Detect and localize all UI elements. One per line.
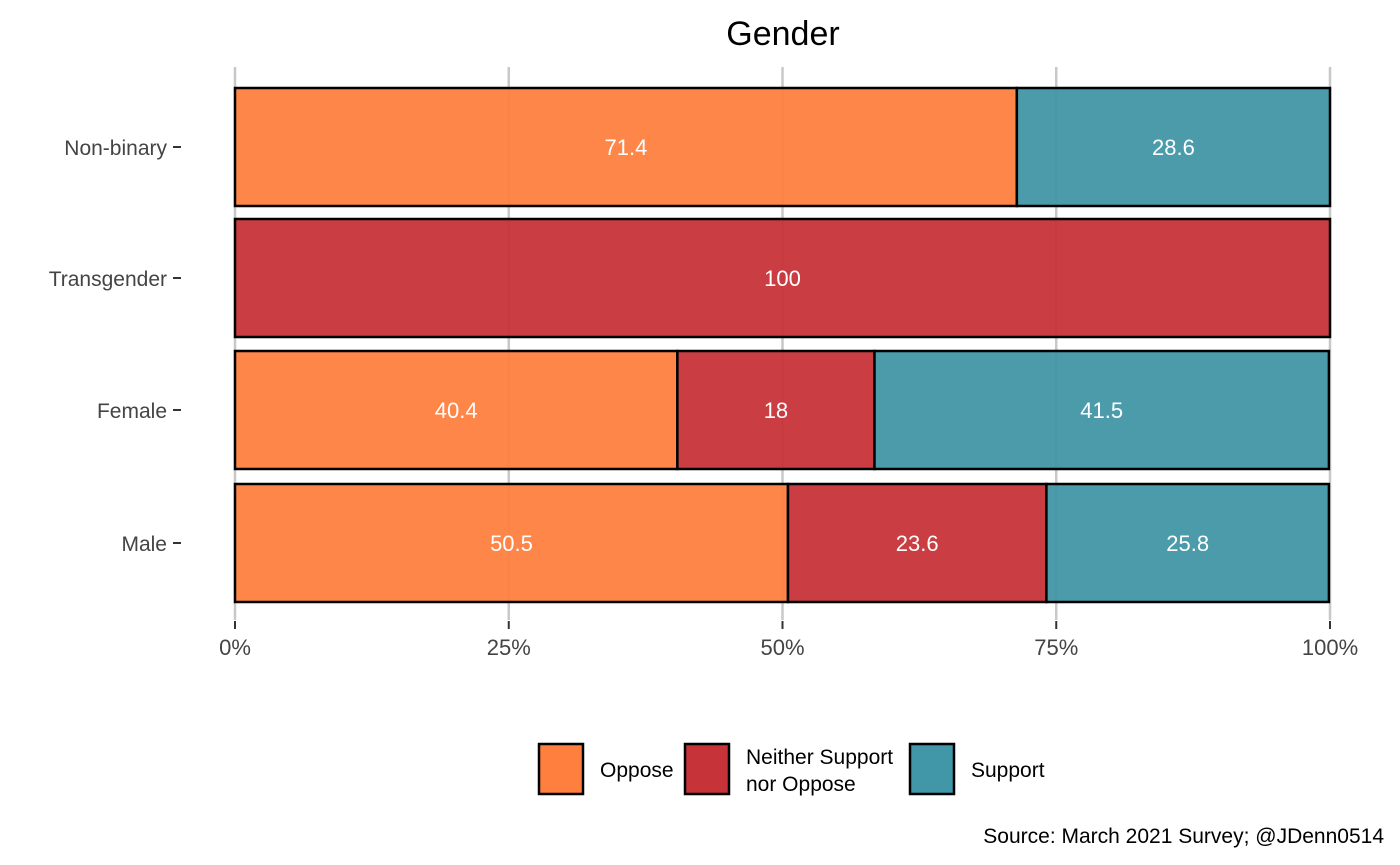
bars: 71.4 28.6 100 40.4 18 41.5 50.5 23.6 25.8: [233, 86, 1332, 604]
bar-male-0: [233, 482, 790, 604]
data-label: 25.8: [1166, 531, 1209, 556]
chart-caption: Source: March 2021 Survey; @JDenn0514: [983, 825, 1384, 848]
legend-key-0: [537, 742, 585, 796]
data-label: 100: [764, 266, 801, 291]
y-tick-label: Male: [121, 533, 167, 556]
bar-female-2: [873, 349, 1331, 471]
bar-transgender-1: [233, 217, 1332, 339]
x-tick-label: 0%: [219, 635, 251, 660]
x-tick-label: 100%: [1302, 635, 1358, 660]
y-tick-label: Female: [97, 400, 167, 423]
x-tick-label: 50%: [760, 635, 804, 660]
legend-key-1: [683, 742, 731, 796]
legend-label-0: Oppose: [600, 759, 674, 782]
bar-male-1: [786, 482, 1048, 604]
bar-non-binary-0: [233, 86, 1019, 208]
data-label: 23.6: [896, 531, 939, 556]
legend-key-2: [908, 742, 956, 796]
chart-title: Gender: [726, 15, 839, 53]
x-tick-label: 25%: [487, 635, 531, 660]
y-axis: Non-binary Transgender Female Male: [49, 137, 181, 556]
legend-label-1-line-1: nor Oppose: [746, 773, 856, 796]
data-label: 71.4: [605, 135, 648, 160]
x-axis: 0% 25% 50% 75% 100%: [219, 621, 1358, 660]
y-tick-label: Transgender: [49, 268, 167, 291]
data-label: 18: [764, 398, 788, 423]
legend: Oppose Neither Support nor Oppose Support: [537, 742, 1045, 796]
data-label: 50.5: [490, 531, 533, 556]
legend-label-1-line-0: Neither Support: [746, 746, 893, 769]
bar-non-binary-2: [1015, 86, 1332, 208]
data-label: 40.4: [435, 398, 478, 423]
legend-label-2: Support: [971, 759, 1045, 782]
data-label: 41.5: [1080, 398, 1123, 423]
bar-male-2: [1045, 482, 1331, 604]
x-tick-label: 75%: [1034, 635, 1078, 660]
data-label: 28.6: [1152, 135, 1195, 160]
y-tick-label: Non-binary: [64, 137, 167, 160]
